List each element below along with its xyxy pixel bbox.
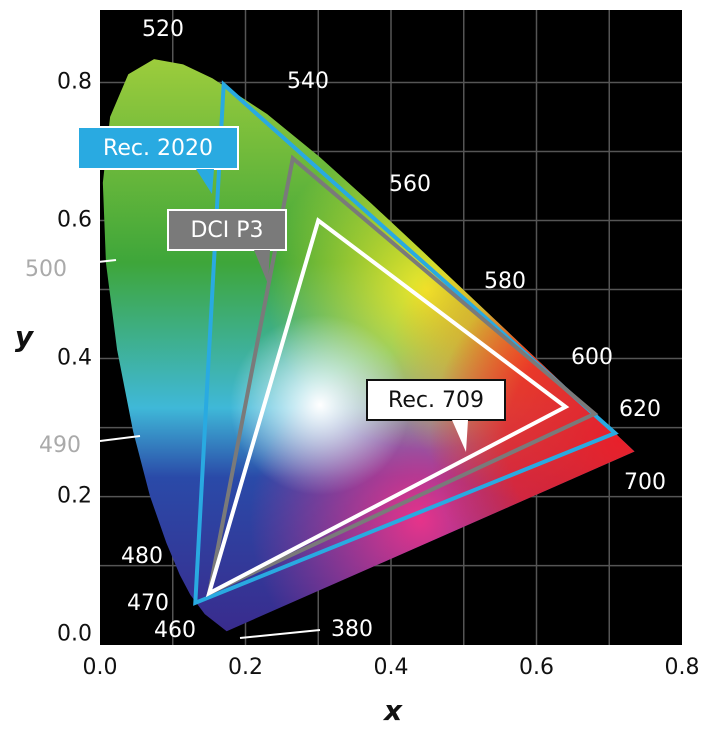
- wavelength-label: 700: [624, 470, 666, 495]
- gamut-triangle: [206, 154, 599, 597]
- y-axis-label: y: [15, 320, 35, 353]
- callout-box: [366, 379, 506, 421]
- wavelength-label: 620: [619, 397, 661, 422]
- x-tick-label: 0.6: [519, 655, 554, 680]
- callout-tail: [254, 250, 270, 284]
- callout-box: [167, 209, 287, 251]
- wavelength-label: 520: [142, 17, 184, 42]
- y-tick-label: 0.2: [57, 484, 92, 509]
- wavelength-label: 470: [127, 591, 169, 616]
- callout-box: [77, 126, 239, 170]
- wavelength-label: 380: [331, 617, 373, 642]
- y-tick-label: 0.6: [57, 208, 92, 233]
- legend-label: DCI P3: [190, 218, 263, 243]
- gamut-callout: Rec. 2020: [77, 126, 239, 194]
- y-tick-label: 0.8: [57, 69, 92, 94]
- x-tick-label: 0.2: [228, 655, 263, 680]
- wavelength-label: 540: [287, 69, 329, 94]
- wavelength-label: 560: [389, 172, 431, 197]
- y-tick-label: 0.4: [57, 346, 92, 371]
- y-tick-label: 0.0: [57, 622, 92, 647]
- x-tick-label: 0.8: [665, 655, 700, 680]
- gamut-callout: DCI P3: [167, 209, 287, 284]
- x-axis-label: x: [382, 694, 403, 727]
- legend-label: Rec. 2020: [103, 136, 213, 161]
- callout-tail: [196, 169, 214, 194]
- legend-label: Rec. 709: [388, 388, 484, 413]
- x-tick-label: 0.0: [83, 655, 118, 680]
- wavelength-label: 490: [39, 433, 81, 458]
- leader-lines: [79, 259, 321, 639]
- callout-tail: [452, 420, 468, 452]
- wavelength-label: 480: [121, 544, 163, 569]
- wavelength-label: 460: [154, 618, 196, 643]
- wavelength-label: 500: [25, 257, 67, 282]
- x-tick-label: 0.4: [374, 655, 409, 680]
- gamut-triangle: [193, 80, 619, 606]
- gamut-triangle: [205, 217, 570, 598]
- wavelength-label: 600: [571, 345, 613, 370]
- gamut-callout: Rec. 709: [366, 379, 506, 452]
- wavelength-label: 580: [484, 269, 526, 294]
